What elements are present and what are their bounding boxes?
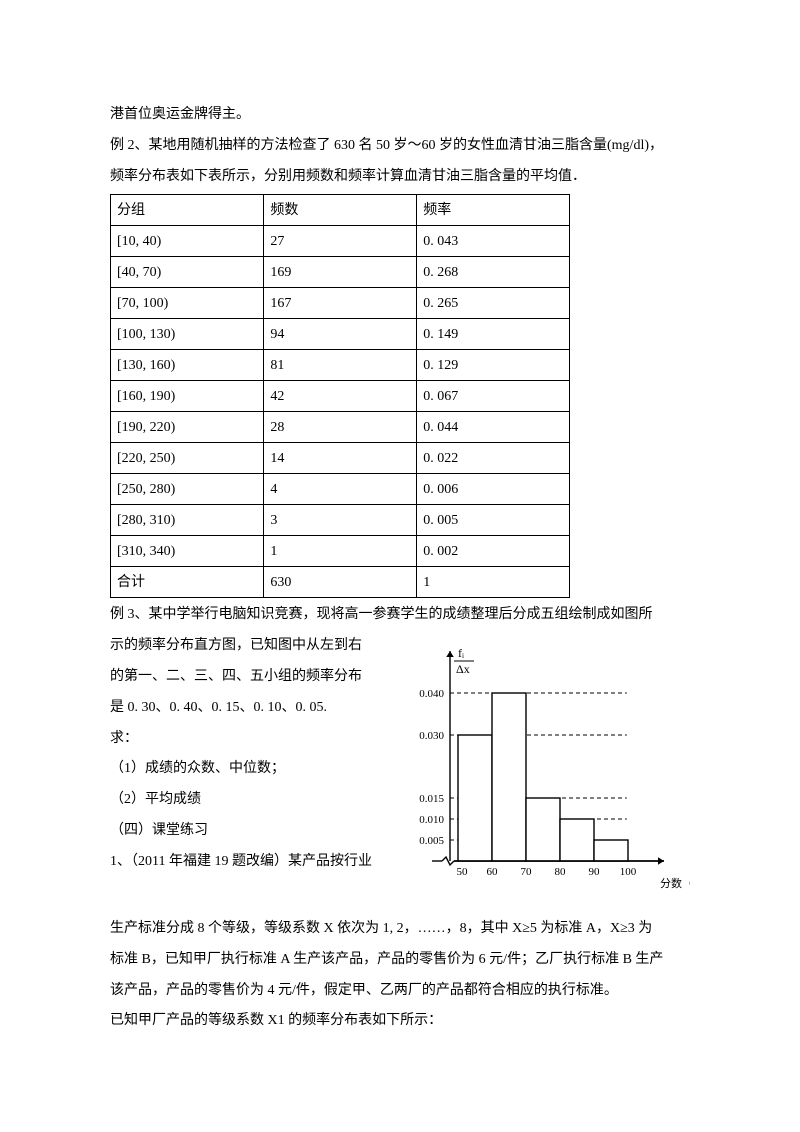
table-header: 频数 xyxy=(264,195,417,226)
table-cell: 0. 044 xyxy=(417,412,570,443)
intro-line-0: 港首位奥运金牌得主。 xyxy=(110,100,690,131)
ex3-line-7: （2）平均成绩 xyxy=(110,785,380,816)
svg-text:Δx: Δx xyxy=(456,662,470,676)
two-column-block: 示的频率分布直方图，已知图中从左到右 的第一、二、三、四、五小组的频率分布 是 … xyxy=(110,631,690,914)
table-cell: [130, 160) xyxy=(111,350,264,381)
table-header: 频率 xyxy=(417,195,570,226)
table-cell: [100, 130) xyxy=(111,319,264,350)
body-line-3: 该产品，产品的零售价为 4 元/件，假定甲、乙两厂的产品都符合相应的执行标准。 xyxy=(110,976,690,1007)
table-cell: [40, 70) xyxy=(111,257,264,288)
document-page: 港首位奥运金牌得主。 例 2、某地用随机抽样的方法检查了 630 名 50 岁～… xyxy=(0,0,800,1132)
ex3-line-6: （1）成绩的众数、中位数； xyxy=(110,754,380,785)
table-cell: 81 xyxy=(264,350,417,381)
svg-text:0.005: 0.005 xyxy=(419,835,444,847)
ex3-line-3: 的第一、二、三、四、五小组的频率分布 xyxy=(110,662,380,693)
table-cell: [220, 250) xyxy=(111,443,264,474)
svg-text:50: 50 xyxy=(457,866,469,878)
table-cell: 167 xyxy=(264,288,417,319)
svg-text:60: 60 xyxy=(487,866,499,878)
body-line-2: 标准 B，已知甲厂执行标准 A 生产该产品，产品的零售价为 6 元/件；乙厂执行… xyxy=(110,945,690,976)
svg-text:100: 100 xyxy=(620,866,637,878)
table-cell: 27 xyxy=(264,226,417,257)
ex3-line-9: 1、（2011 年福建 19 题改编）某产品按行业 xyxy=(110,847,380,878)
frequency-table: 分组 频数 频率 [10, 40)270. 043 [40, 70)1690. … xyxy=(110,194,570,598)
ex3-line-1: 例 3、某中学举行电脑知识竞赛，现将高一参赛学生的成绩整理后分成五组绘制成如图所 xyxy=(110,600,690,631)
right-column: fᵢ Δx 0.005 0.010 0.015 0.030 0.040 50 60 70 80 90 1… xyxy=(380,631,690,914)
table-header: 分组 xyxy=(111,195,264,226)
table-cell: 1 xyxy=(264,536,417,567)
svg-text:70: 70 xyxy=(521,866,533,878)
svg-text:0.030: 0.030 xyxy=(419,730,444,742)
table-cell: 1 xyxy=(417,567,570,598)
left-column: 示的频率分布直方图，已知图中从左到右 的第一、二、三、四、五小组的频率分布 是 … xyxy=(110,631,380,877)
ex3-line-5: 求： xyxy=(110,724,380,755)
table-cell: 0. 006 xyxy=(417,474,570,505)
table-cell: 14 xyxy=(264,443,417,474)
table-cell: 169 xyxy=(264,257,417,288)
svg-text:80: 80 xyxy=(555,866,567,878)
table-cell: 0. 005 xyxy=(417,505,570,536)
table-cell: 0. 067 xyxy=(417,381,570,412)
body-line-4: 已知甲厂产品的等级系数 X1 的频率分布表如下所示： xyxy=(110,1006,690,1037)
table-cell: 28 xyxy=(264,412,417,443)
table-cell: [310, 340) xyxy=(111,536,264,567)
table-cell: [190, 220) xyxy=(111,412,264,443)
table-cell: [10, 40) xyxy=(111,226,264,257)
intro-line-1: 例 2、某地用随机抽样的方法检查了 630 名 50 岁～60 岁的女性血清甘油… xyxy=(110,131,690,162)
svg-text:0.015: 0.015 xyxy=(419,793,444,805)
table-cell: 4 xyxy=(264,474,417,505)
table-cell: 0. 149 xyxy=(417,319,570,350)
svg-text:90: 90 xyxy=(589,866,601,878)
table-cell: 42 xyxy=(264,381,417,412)
table-cell: 0. 022 xyxy=(417,443,570,474)
table-cell: [160, 190) xyxy=(111,381,264,412)
table-cell: 94 xyxy=(264,319,417,350)
table-cell: 0. 043 xyxy=(417,226,570,257)
intro-line-2: 频率分布表如下表所示，分别用频数和频率计算血清甘油三脂含量的平均值． xyxy=(110,162,690,193)
table-cell: 630 xyxy=(264,567,417,598)
table-cell: [250, 280) xyxy=(111,474,264,505)
table-cell: 0. 002 xyxy=(417,536,570,567)
svg-text:分数（分）: 分数（分） xyxy=(660,877,690,890)
ex3-line-8: （四）课堂练习 xyxy=(110,816,380,847)
table-cell: [280, 310) xyxy=(111,505,264,536)
svg-text:0.040: 0.040 xyxy=(419,688,444,700)
histogram-chart: fᵢ Δx 0.005 0.010 0.015 0.030 0.040 50 60 70 80 90 1… xyxy=(390,631,690,901)
table-cell: 0. 129 xyxy=(417,350,570,381)
ex3-line-2: 示的频率分布直方图，已知图中从左到右 xyxy=(110,631,380,662)
table-cell: 0. 265 xyxy=(417,288,570,319)
ex3-line-4: 是 0. 30、0. 40、0. 15、0. 10、0. 05. xyxy=(110,693,380,724)
svg-text:0.010: 0.010 xyxy=(419,814,444,826)
svg-text:fᵢ: fᵢ xyxy=(458,646,464,660)
table-cell: 3 xyxy=(264,505,417,536)
body-line-1: 生产标准分成 8 个等级，等级系数 X 依次为 1, 2，……，8，其中 X≥5… xyxy=(110,914,690,945)
table-cell: [70, 100) xyxy=(111,288,264,319)
table-cell: 0. 268 xyxy=(417,257,570,288)
table-cell: 合计 xyxy=(111,567,264,598)
